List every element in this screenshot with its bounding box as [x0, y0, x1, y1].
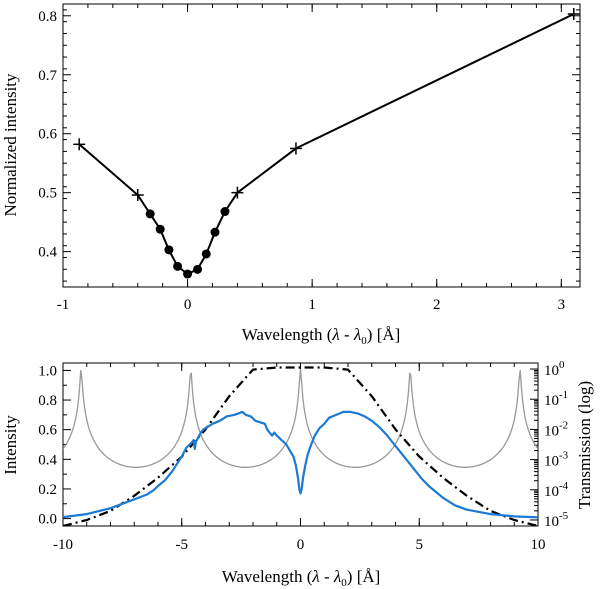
y2-tick-exp: 0: [559, 359, 565, 371]
y2-tick-base: 10: [544, 423, 559, 439]
data-point-dot: [164, 245, 174, 255]
y2-tick-base: 10: [544, 363, 559, 379]
y2-tick-exp: -1: [559, 389, 568, 401]
top-y-tick-label: 0.4: [38, 245, 57, 261]
bottom-plot-area: [63, 366, 538, 526]
top-x-tick-label: 2: [433, 297, 441, 313]
bottom-y-tick-label: 0.6: [38, 423, 57, 439]
data-point-dot: [193, 264, 203, 274]
bottom-y-tick-label: 1.0: [38, 363, 57, 379]
y2-tick-base: 10: [544, 484, 559, 500]
top-y-axis-title: Normalized intensity: [1, 73, 20, 217]
bottom-y-tick-label: 0.4: [38, 452, 57, 468]
bottom-x-tick-label: -5: [176, 537, 189, 553]
bottom-x-tick-label: 0: [297, 537, 305, 553]
data-point-dot: [155, 224, 165, 234]
filter-transmission-line: [63, 366, 538, 526]
bottom-x-axis-title: Wavelength (λ - λ0) [Å]: [222, 567, 381, 589]
data-point-dot: [210, 227, 220, 237]
top-y-tick-label: 0.6: [38, 127, 57, 143]
data-point-dot: [183, 269, 193, 279]
bottom-y2-tick-label: 100: [544, 359, 565, 379]
bottom-y2-axis-title: Transmission (log): [575, 381, 594, 509]
bottom-y2-tick-label: 10-1: [544, 389, 568, 409]
data-point-dot: [145, 209, 155, 219]
y2-tick-exp: -3: [559, 450, 569, 462]
data-point-plus: [131, 189, 144, 202]
top-x-axis-title: Wavelength (λ - λ0) [Å]: [242, 325, 401, 347]
bottom-y-axis-title: Intensity: [1, 415, 20, 475]
y2-tick-exp: -4: [559, 480, 569, 492]
interference-transmission-line: [63, 368, 538, 468]
bottom-y-tick-label: 0.0: [38, 512, 57, 528]
top-x-tick-label: 1: [308, 297, 316, 313]
y2-tick-exp: -5: [559, 510, 569, 522]
top-plot-area: [73, 8, 580, 279]
top-plot-frame: [62, 3, 581, 288]
profile-line: [78, 13, 575, 276]
y2-tick-base: 10: [544, 454, 559, 470]
bottom-y2-tick-label: 10-2: [544, 419, 568, 439]
top-y-tick-label: 0.8: [38, 9, 57, 25]
data-point-plus: [73, 138, 86, 151]
data-point-plus: [289, 142, 302, 155]
bottom-series-group: [63, 366, 538, 526]
y2-tick-base: 10: [544, 393, 559, 409]
bottom-x-tick-label: -10: [53, 537, 73, 553]
y2-tick-exp: -2: [559, 419, 568, 431]
bottom-y-tick-label: 0.8: [38, 393, 57, 409]
bottom-y2-tick-label: 10-5: [544, 510, 569, 530]
bottom-y-tick-label: 0.2: [38, 482, 57, 498]
top-x-tick-label: -1: [57, 297, 70, 313]
top-x-tick-label: 3: [558, 297, 566, 313]
data-point-dot: [173, 261, 183, 271]
bottom-panel: -10 -5 0 5 100.00.20.40.60.81.0 10010-110-210…: [1, 359, 594, 589]
bottom-axes: -10 -5 0 5 100.00.20.40.60.81.0 10010-110-210…: [38, 359, 568, 553]
bottom-y2-tick-label: 10-3: [544, 450, 569, 470]
top-panel: -1 0 1 2 3 0.4 0.5 0.6 0.7 0.8 Normalized intensi…: [1, 3, 581, 347]
data-point-plus: [231, 186, 244, 199]
top-axes: -1 0 1 2 3 0.4 0.5 0.6 0.7 0.8: [38, 4, 580, 313]
bottom-y2-tick-label: 10-4: [544, 480, 569, 500]
bottom-x-tick-label: 5: [416, 537, 424, 553]
solar-spectrum-line: [63, 410, 538, 519]
y2-tick-base: 10: [544, 514, 559, 530]
data-point-plus: [567, 8, 580, 21]
data-point-dot: [201, 249, 211, 259]
bottom-plot-frame: [62, 362, 539, 527]
top-y-tick-label: 0.5: [38, 186, 57, 202]
top-x-tick-label: 0: [184, 297, 192, 313]
data-point-dot: [220, 207, 230, 217]
top-y-tick-label: 0.7: [38, 68, 57, 84]
bottom-x-tick-label: 10: [531, 537, 546, 553]
